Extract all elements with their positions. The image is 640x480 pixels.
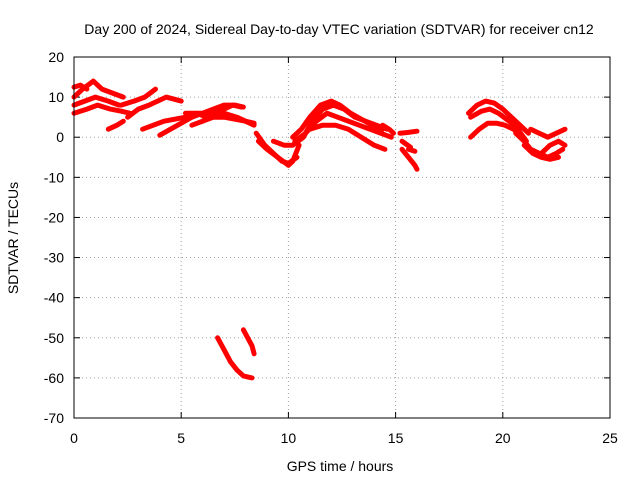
- series-trace-26: [466, 98, 531, 136]
- series-trace-21: [380, 122, 396, 136]
- data-traces: [71, 78, 568, 381]
- x-axis-label: GPS time / hours: [287, 458, 394, 474]
- x-tick-labels: 0 5 10 15 20 25: [70, 430, 618, 446]
- series-trace-20: [307, 122, 388, 152]
- series-trace-16: [255, 138, 302, 168]
- x-tick-label: 10: [281, 430, 297, 446]
- y-tick-label: 10: [48, 89, 64, 105]
- series-trace-4: [71, 82, 90, 92]
- series-trace-28: [468, 106, 529, 144]
- series-trace-12: [200, 102, 244, 124]
- y-tick-label: -70: [44, 410, 64, 426]
- y-tick-label: -50: [44, 330, 64, 346]
- x-tick-label: 20: [495, 430, 511, 446]
- series-trace-19: [290, 98, 386, 140]
- x-tick-label: 25: [602, 430, 618, 446]
- y-tick-label: -10: [44, 169, 64, 185]
- series-trace-32: [538, 138, 568, 156]
- series-trace-1: [71, 78, 126, 100]
- series-trace-14: [240, 327, 257, 357]
- x-tick-label: 0: [70, 430, 78, 446]
- series-trace-22: [397, 128, 420, 136]
- series-trace-2: [71, 94, 122, 108]
- series-trace-24: [399, 146, 420, 172]
- grid: [74, 57, 610, 418]
- axis-ticks: [73, 56, 611, 419]
- x-tick-label: 5: [177, 430, 185, 446]
- y-axis-label: SDTVAR / TECUs: [5, 182, 21, 294]
- series-trace-23: [399, 138, 414, 150]
- series-trace-30: [521, 142, 561, 162]
- series-trace-6: [118, 86, 158, 108]
- y-tick-label: -40: [44, 290, 64, 306]
- series-trace-25: [406, 146, 418, 154]
- y-tick-label: -20: [44, 209, 64, 225]
- y-tick-label: 0: [56, 129, 64, 145]
- x-tick-label: 15: [388, 430, 404, 446]
- series-trace-31: [528, 126, 568, 140]
- y-tick-labels: -70 -60 -50 -40 -30 -20 -10 0 10 20: [44, 49, 64, 426]
- y-tick-label: -60: [44, 370, 64, 386]
- series-trace-5: [105, 118, 126, 132]
- series-trace-27: [468, 120, 523, 140]
- series-trace-7: [125, 94, 184, 120]
- series-trace-13: [215, 335, 255, 381]
- y-tick-label: 20: [48, 49, 64, 65]
- series-trace-3: [71, 102, 133, 116]
- y-tick-label: -30: [44, 250, 64, 266]
- plot-frame: [73, 56, 611, 419]
- chart-title: Day 200 of 2024, Sidereal Day-to-day VTE…: [84, 21, 594, 37]
